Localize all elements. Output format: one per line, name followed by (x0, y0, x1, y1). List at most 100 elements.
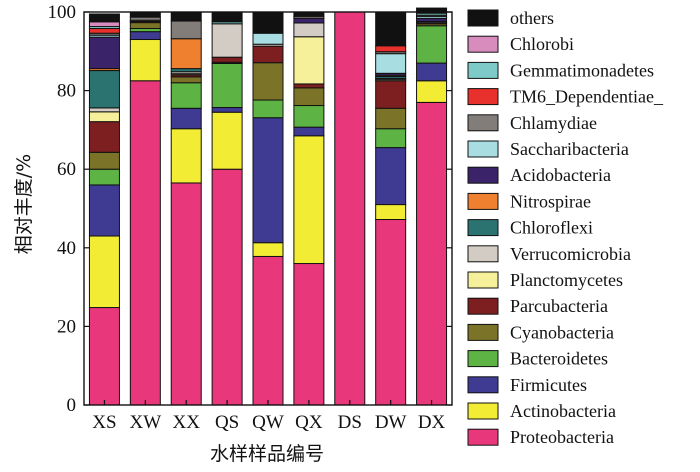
bar-segment (170, 76, 202, 84)
bar-segment (88, 107, 120, 113)
axes-layer: 0 20 40 60 80 100 XS XW XX QS QW QX DS DW DX (48, 2, 453, 433)
bar-segment (88, 307, 120, 406)
legend-swatch (467, 271, 499, 289)
legend-label: Nitrospirae (510, 191, 591, 211)
bar-segment (293, 105, 325, 128)
x-tick-label: XX (172, 412, 200, 433)
bar-segment (88, 184, 120, 237)
legend-swatch (467, 61, 499, 79)
bar-segment (88, 168, 120, 186)
x-tick-label: XW (130, 412, 162, 433)
bar-segment (375, 147, 407, 206)
bar-segment (416, 7, 448, 14)
bar-segment (211, 11, 243, 23)
y-tick-label: 40 (57, 238, 76, 259)
legend-label: Chlamydiae (510, 113, 597, 133)
legend-label: Acidobacteria (510, 165, 611, 185)
bar-segment (375, 45, 407, 53)
legend-label: Cyanobacteria (510, 322, 614, 342)
legend-label: Actinobacteria (510, 401, 616, 421)
bar-segment (293, 126, 325, 137)
legend-swatch (467, 88, 499, 106)
bar-segment (88, 36, 120, 70)
bar-segment (252, 45, 284, 64)
bar-segment (170, 82, 202, 109)
x-tick-label: QW (252, 412, 284, 433)
bar-segment (416, 80, 448, 103)
bar-segment (252, 255, 284, 406)
bar-segment (211, 23, 243, 58)
y-tick-label: 0 (67, 395, 77, 416)
legend-swatch (467, 428, 499, 446)
legend: others Chlorobi Gemmatimonadetes TM6_Depend… (467, 8, 664, 447)
bar-segment (170, 128, 202, 184)
legend-swatch (467, 35, 499, 53)
legend-label: others (510, 8, 554, 28)
bar-segment (129, 80, 161, 406)
bar-segment (211, 62, 243, 108)
bar-segment (211, 111, 243, 170)
bar-segment (88, 13, 120, 23)
x-tick-label: QX (295, 412, 323, 433)
bars-layer (88, 7, 448, 406)
bar-segment (170, 38, 202, 70)
legend-swatch (467, 297, 499, 315)
legend-swatch (467, 245, 499, 263)
bar-segment (88, 111, 120, 123)
bar-segment (252, 32, 284, 45)
bar-segment (88, 21, 120, 28)
bar-segment (88, 235, 120, 309)
bar-segment (170, 182, 202, 406)
bar-segment (293, 17, 325, 24)
bar-segment (88, 70, 120, 109)
bar-segment (252, 117, 284, 244)
bar-segment (252, 242, 284, 257)
y-tick-label: 60 (57, 159, 76, 180)
bar-segment (252, 99, 284, 119)
bar-segment (334, 11, 366, 406)
legend-label: Firmicutes (510, 375, 587, 395)
legend-swatch (467, 350, 499, 368)
legend-label: Gemmatimonadetes (510, 60, 654, 80)
bar-segment (375, 219, 407, 406)
bar-segment (375, 53, 407, 74)
legend-label: TM6_Dependentiae_ (510, 87, 664, 107)
x-tick-label: DS (338, 412, 362, 433)
legend-swatch (467, 114, 499, 132)
bar-segment (252, 11, 284, 34)
legend-swatch (467, 376, 499, 394)
bar-segment (211, 56, 243, 63)
bar-segment (293, 87, 325, 107)
legend-label: Verrucomicrobia (510, 244, 631, 264)
legend-swatch (467, 166, 499, 184)
bar-segment (416, 62, 448, 82)
bar-segment (170, 20, 202, 40)
bar-segment (88, 151, 120, 170)
legend-label: Parcubacteria (510, 296, 608, 316)
bar-segment (211, 106, 243, 113)
legend-label: Planctomycetes (510, 270, 623, 290)
legend-swatch (467, 323, 499, 341)
legend-swatch (467, 402, 499, 420)
bar-segment (293, 135, 325, 265)
bar-segment (416, 25, 448, 64)
legend-label: Bacteroidetes (510, 349, 608, 369)
bar-segment (252, 62, 284, 101)
x-tick-label: DW (375, 412, 407, 433)
bar-segment (88, 121, 120, 153)
bar-segment (129, 11, 161, 18)
bar-segment (129, 31, 161, 41)
bar-segment (375, 107, 407, 130)
legend-swatch (467, 140, 499, 158)
bar-segment (416, 101, 448, 406)
y-axis-title: 相对丰度/% (13, 154, 35, 254)
legend-label: Chloroflexi (510, 218, 593, 238)
bar-segment (293, 36, 325, 85)
bar-segment (375, 204, 407, 221)
legend-label: Saccharibacteria (510, 139, 629, 159)
x-tick-label: XS (92, 412, 116, 433)
bar-segment (375, 80, 407, 109)
bar-segment (211, 168, 243, 406)
legend-label: Proteobacteria (510, 427, 614, 447)
